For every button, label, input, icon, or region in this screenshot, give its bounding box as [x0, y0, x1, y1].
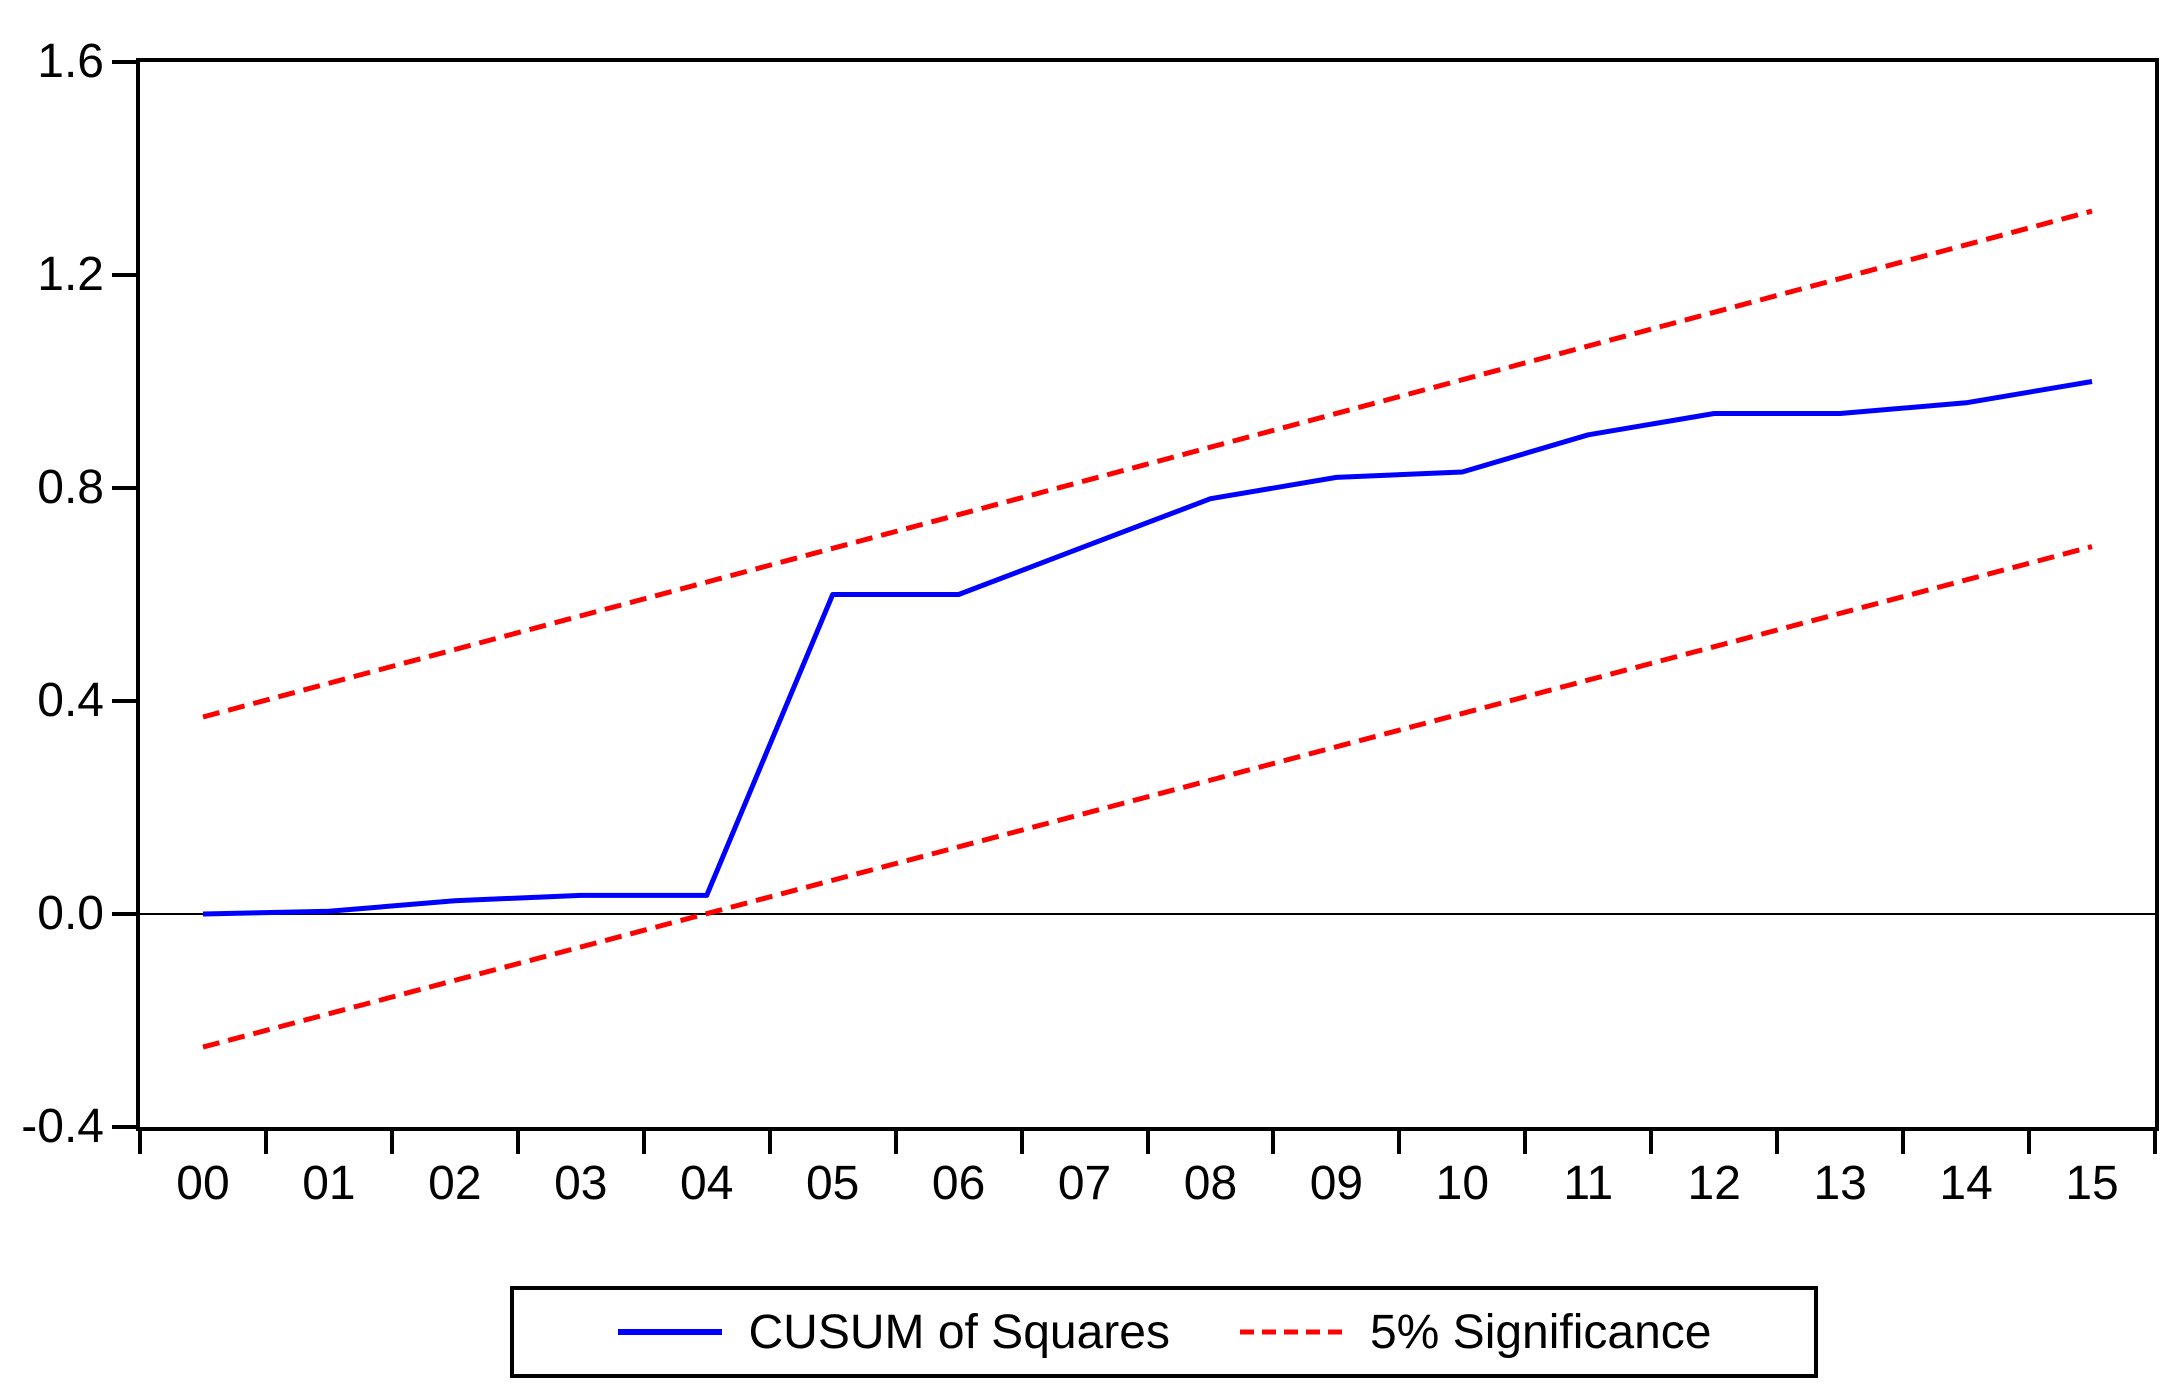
- legend-cusum-swatch: [618, 1329, 723, 1335]
- significance-upper-line: [202, 208, 2093, 720]
- y-axis-label: 0.8: [37, 461, 104, 514]
- plot-canvas: [140, 208, 2155, 1050]
- x-axis-label: 00: [176, 1157, 230, 1210]
- x-axis-tick: [263, 1131, 268, 1154]
- x-axis-label: 02: [428, 1157, 482, 1210]
- x-axis-label: 04: [680, 1157, 734, 1210]
- x-axis-tick: [389, 1131, 394, 1154]
- x-axis-tick: [893, 1131, 898, 1154]
- legend-significance-swatch: [1239, 1329, 1344, 1335]
- x-axis-label: 05: [805, 1157, 860, 1210]
- y-axis-label: 1.6: [37, 35, 104, 88]
- x-axis-tick: [641, 1131, 646, 1154]
- legend-item-cusum: CUSUM of Squares: [616, 1305, 1170, 1360]
- y-axis-tick: [112, 60, 138, 64]
- x-axis-label: 10: [1435, 1157, 1490, 1210]
- x-axis-label: 06: [931, 1157, 986, 1210]
- x-axis-tick: [1649, 1131, 1654, 1154]
- x-axis-tick: [1775, 1131, 1780, 1154]
- x-axis-tick: [138, 1131, 142, 1154]
- x-axis-tick: [1271, 1131, 1276, 1154]
- x-axis-tick: [1397, 1131, 1402, 1154]
- x-axis-tick: [1019, 1131, 1024, 1154]
- legend-significance-label: 5% Significance: [1369, 1305, 1712, 1359]
- cusum-line: [202, 379, 2093, 917]
- x-axis-tick: [1523, 1131, 1528, 1154]
- x-axis-label: 11: [1563, 1157, 1614, 1210]
- x-axis-tick: [1145, 1131, 1150, 1154]
- x-axis-tick: [515, 1131, 520, 1154]
- legend-item-significance: 5% Significance: [1238, 1305, 1712, 1360]
- y-axis-label: 1.2: [37, 248, 104, 301]
- x-axis-label: 01: [302, 1157, 356, 1210]
- x-axis-label: 07: [1057, 1157, 1112, 1210]
- legend-cusum-label: CUSUM of Squares: [748, 1305, 1170, 1359]
- x-axis-label: 15: [2065, 1157, 2119, 1210]
- x-axis-label: 14: [1939, 1157, 1993, 1210]
- x-axis-tick: [2153, 1131, 2157, 1154]
- x-axis-label: 09: [1309, 1157, 1364, 1210]
- x-axis-tick: [2027, 1131, 2032, 1154]
- y-axis-tick: [112, 486, 138, 490]
- x-axis-label: 08: [1183, 1157, 1238, 1210]
- legend-box: CUSUM of Squares 5% Significance: [510, 1286, 1818, 1378]
- x-axis-label: 13: [1813, 1157, 1867, 1210]
- x-axis-label: 03: [554, 1157, 608, 1210]
- x-axis-label: 12: [1687, 1157, 1741, 1210]
- significance-lower-line: [202, 544, 2093, 1050]
- y-axis-tick: [112, 273, 138, 277]
- plot-area: [140, 62, 2155, 1127]
- y-axis-tick: [112, 1125, 138, 1129]
- x-axis-tick: [1901, 1131, 1906, 1154]
- x-axis-tick: [767, 1131, 772, 1154]
- y-axis-label: -0.4: [21, 1100, 104, 1153]
- plot-border: [136, 58, 2159, 1131]
- y-axis-label: 0.0: [37, 887, 104, 940]
- y-axis-tick: [112, 699, 138, 703]
- y-axis-label: 0.4: [37, 674, 104, 727]
- y-axis-tick: [112, 912, 138, 916]
